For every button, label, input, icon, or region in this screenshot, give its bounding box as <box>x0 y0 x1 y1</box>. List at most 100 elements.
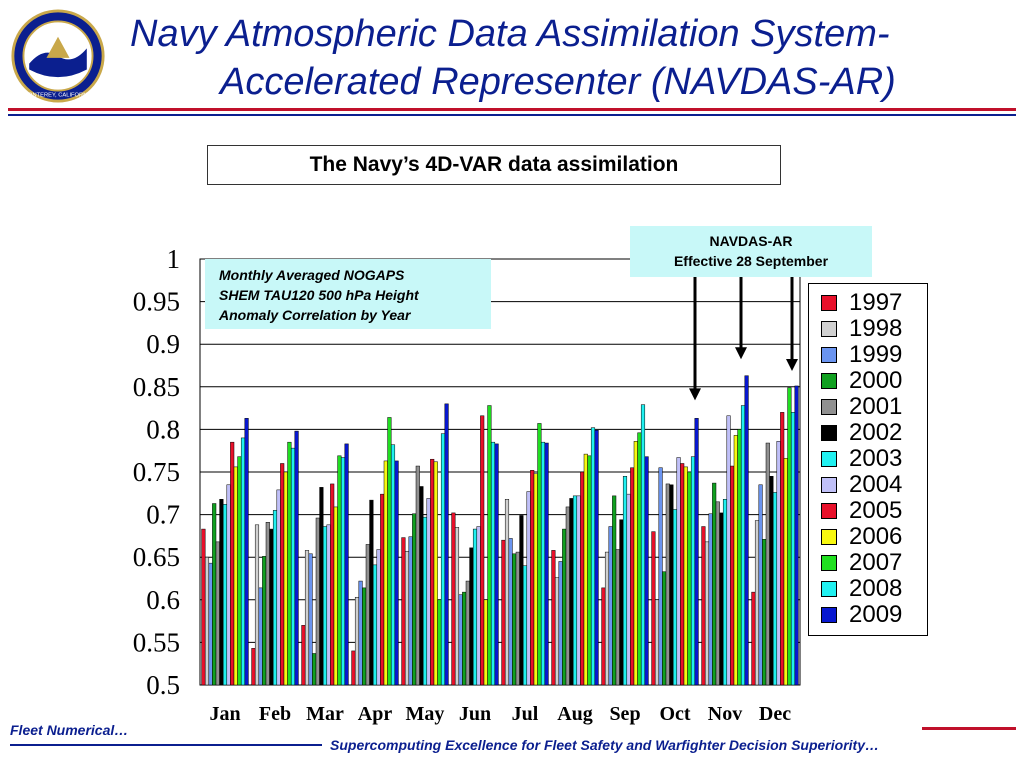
bar <box>601 587 606 686</box>
bar <box>437 599 442 686</box>
bar <box>426 498 431 686</box>
bar <box>519 515 524 686</box>
bar <box>476 526 481 686</box>
legend-swatch <box>821 373 837 389</box>
chart-subtitle: The Navy’s 4D-VAR data assimilation <box>207 145 781 185</box>
legend-label: 2005 <box>849 497 903 524</box>
y-tick-label: 0.8 <box>146 414 180 444</box>
x-tick-label: Jan <box>209 703 240 725</box>
y-tick-label: 0.75 <box>133 457 180 487</box>
bar <box>794 385 799 686</box>
bar <box>769 476 774 686</box>
x-tick-label: Mar <box>306 703 344 725</box>
bar <box>458 594 463 686</box>
bar <box>651 531 656 686</box>
bar <box>712 482 717 686</box>
bar <box>708 513 713 686</box>
bar <box>362 587 367 686</box>
navdas-annotation: NAVDAS-AR Effective 28 September <box>630 226 872 277</box>
y-tick-label: 0.55 <box>133 627 180 657</box>
bar <box>215 541 220 686</box>
bar <box>465 580 470 686</box>
footer-tagline: Supercomputing Excellence for Fleet Safe… <box>330 737 879 753</box>
bar <box>765 442 770 686</box>
bar <box>344 443 349 686</box>
note-line-1: Monthly Averaged NOGAPS <box>219 267 405 283</box>
legend-swatch <box>821 347 837 363</box>
bar <box>544 442 549 686</box>
title-line-2: Accelerated Representer (NAVDAS-AR) <box>220 61 896 103</box>
bar <box>604 551 610 686</box>
legend-item: 2008 <box>821 576 927 602</box>
legend-item: 2002 <box>821 420 927 446</box>
bar <box>758 484 763 686</box>
legend-item: 2005 <box>821 498 927 524</box>
legend-swatch <box>821 477 837 493</box>
legend-label: 2001 <box>849 393 903 420</box>
bar <box>354 596 360 686</box>
bar <box>340 457 346 686</box>
bar <box>412 513 417 686</box>
bar <box>580 471 585 686</box>
bar <box>630 467 635 686</box>
bar <box>787 387 792 686</box>
bar <box>715 501 720 686</box>
legend-item: 1998 <box>821 316 927 342</box>
bar <box>308 553 313 686</box>
bar <box>790 412 796 686</box>
legend-label: 1998 <box>849 315 903 342</box>
bar <box>637 432 642 686</box>
bar <box>390 444 396 686</box>
seal-icon: MONTEREY, CALIFORNIA <box>11 9 105 103</box>
bar <box>294 430 299 686</box>
bar <box>522 565 528 686</box>
bar <box>312 653 317 686</box>
x-tick-label: May <box>406 703 445 725</box>
bar <box>365 544 370 686</box>
legend-swatch <box>821 581 837 597</box>
bar <box>369 499 374 686</box>
y-tick-label: 0.65 <box>133 542 180 572</box>
legend-swatch <box>821 321 837 337</box>
bar <box>262 556 267 686</box>
bar <box>444 403 449 686</box>
bar <box>422 516 428 686</box>
legend-label: 2002 <box>849 419 903 446</box>
bar <box>701 526 706 686</box>
legend-item: 2009 <box>821 602 927 628</box>
bar <box>533 473 538 686</box>
bar <box>730 465 735 686</box>
bar <box>754 520 760 686</box>
bar <box>287 441 292 686</box>
x-tick-label: Jun <box>459 703 491 725</box>
chart-legend: 1997 1998 1999 2000 2001 2002 2003 2004 2005 2006… <box>808 283 928 636</box>
y-tick-label: 0.85 <box>133 372 180 402</box>
bar <box>240 437 246 686</box>
y-tick-label: 0.5 <box>146 670 180 700</box>
bar <box>272 510 278 686</box>
bar <box>676 457 681 686</box>
header-divider-blue <box>8 114 1016 116</box>
legend-item: 2003 <box>821 446 927 472</box>
bar <box>487 405 492 686</box>
bar <box>726 415 731 686</box>
bar <box>662 571 667 686</box>
bar <box>237 456 242 686</box>
legend-item: 2000 <box>821 368 927 394</box>
x-tick-label: Feb <box>259 703 291 725</box>
bar <box>562 528 567 686</box>
legend-label: 2003 <box>849 445 903 472</box>
bar <box>569 498 574 686</box>
x-tick-label: Dec <box>759 703 791 725</box>
bar <box>251 648 256 686</box>
bar <box>576 495 581 686</box>
bar <box>490 441 496 686</box>
bar <box>704 541 710 686</box>
legend-swatch <box>821 503 837 519</box>
bar <box>504 499 510 686</box>
bar <box>408 536 413 686</box>
x-tick-label: Oct <box>659 703 690 725</box>
bar <box>469 547 474 686</box>
bar <box>351 650 356 686</box>
bar <box>283 471 288 686</box>
